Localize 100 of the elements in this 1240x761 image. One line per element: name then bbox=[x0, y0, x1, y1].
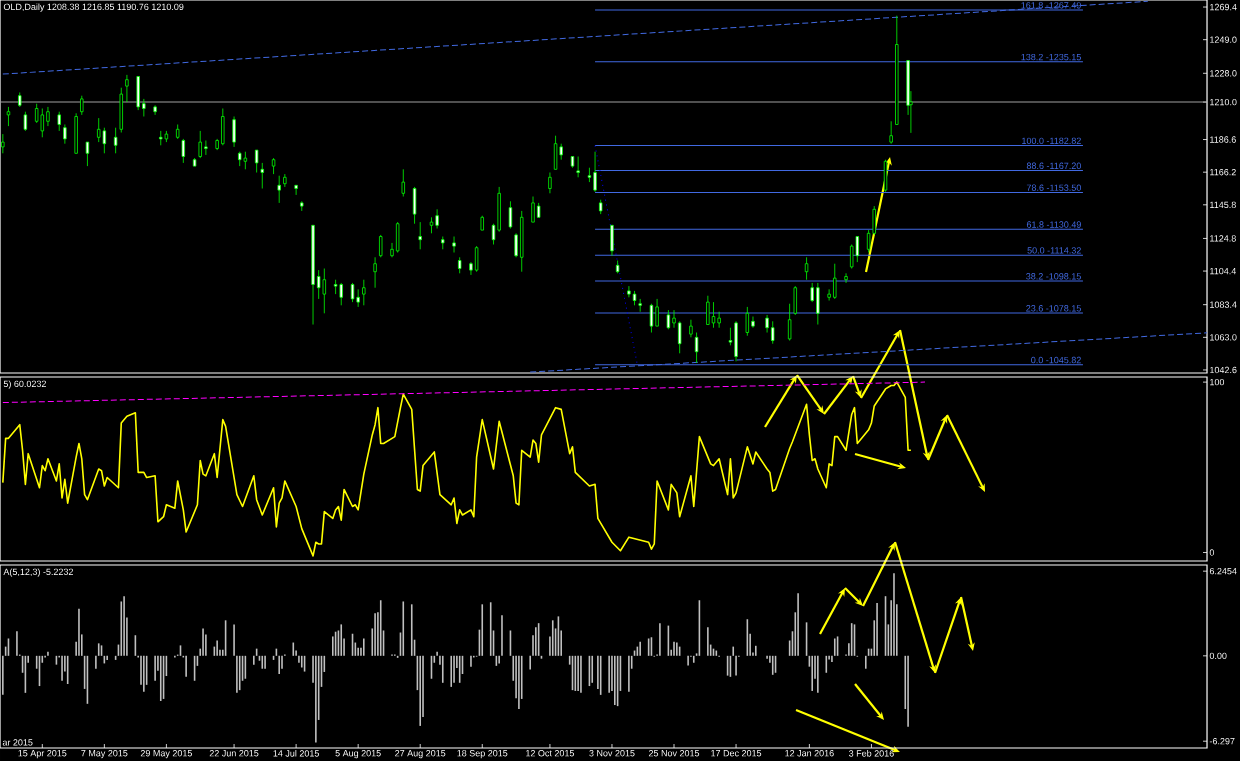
y-tick-label: 1228.0 bbox=[1210, 70, 1237, 77]
x-tick-label: 12 Oct 2015 bbox=[526, 750, 575, 757]
candlestick bbox=[23, 111, 28, 132]
x-tick-label: 27 Aug 2015 bbox=[395, 750, 446, 759]
candlestick bbox=[810, 282, 814, 303]
annotation: ar 2015 bbox=[2, 739, 33, 746]
y-tick-label: 0 bbox=[1209, 549, 1215, 556]
candlestick bbox=[649, 303, 654, 333]
x-tick-label: 12 Jan 2016 bbox=[785, 750, 834, 757]
series-label: 23.6 -1078.15 bbox=[1026, 305, 1081, 312]
series-label: 78.6 -1153.50 bbox=[1026, 184, 1081, 191]
candlestick bbox=[469, 261, 473, 276]
candlestick bbox=[57, 111, 61, 132]
candlestick bbox=[508, 200, 513, 229]
candlestick bbox=[787, 303, 792, 341]
candlestick bbox=[452, 236, 456, 253]
candlestick bbox=[593, 151, 597, 193]
series-label: 88.6 -1167.20 bbox=[1026, 162, 1081, 169]
x-tick-label: 25 Nov 2015 bbox=[648, 750, 700, 757]
y-tick-label: 1249.0 bbox=[1210, 36, 1237, 43]
chart-title: OLD,Daily 1208.38 1216.85 1190.76 1210.09 bbox=[3, 3, 184, 12]
candlestick bbox=[85, 141, 90, 167]
candlestick bbox=[198, 130, 202, 159]
x-tick-label: 22 Jun 2015 bbox=[209, 750, 259, 757]
candlestick bbox=[254, 149, 259, 173]
candlestick bbox=[827, 288, 831, 301]
candlestick bbox=[804, 256, 809, 281]
y-tick-label: 1083.4 bbox=[1210, 301, 1237, 308]
candlestick bbox=[531, 196, 535, 223]
candlestick bbox=[689, 319, 693, 338]
y-tick-label: 1210.0 bbox=[1210, 98, 1237, 106]
y-tick-label: 6.2454 bbox=[1209, 568, 1237, 575]
candlestick bbox=[706, 295, 710, 325]
candlestick bbox=[655, 298, 659, 327]
candlestick bbox=[833, 263, 837, 300]
y-tick-label: 1124.8 bbox=[1210, 235, 1236, 242]
y-tick-label: 1166.2 bbox=[1210, 169, 1236, 176]
y-tick-label: 100 bbox=[1210, 378, 1225, 386]
candlestick bbox=[694, 332, 699, 364]
candlestick bbox=[771, 320, 775, 345]
candlestick bbox=[6, 106, 11, 127]
x-tick-label: 7 May 2015 bbox=[81, 750, 128, 759]
candlestick bbox=[435, 208, 439, 229]
candlestick bbox=[418, 221, 422, 250]
candlestick bbox=[362, 279, 366, 306]
candlestick bbox=[260, 162, 264, 189]
candlestick bbox=[63, 124, 67, 145]
candlestick bbox=[113, 127, 118, 154]
x-tick-label: 18 Sep 2015 bbox=[457, 750, 508, 759]
candlestick bbox=[717, 311, 721, 329]
candlestick bbox=[390, 242, 394, 258]
candlestick bbox=[277, 175, 281, 204]
y-tick-label: 1104.4 bbox=[1210, 267, 1237, 275]
candlestick bbox=[587, 167, 592, 183]
candlestick bbox=[379, 234, 383, 258]
chart-title: A(5,12,3) -5.2232 bbox=[3, 568, 73, 577]
series-label: 138.2 -1235.15 bbox=[1021, 53, 1081, 61]
series-label: 100.0 -1182.82 bbox=[1022, 137, 1081, 144]
x-tick-label: 15 Apr 2015 bbox=[18, 750, 67, 759]
candlestick bbox=[401, 168, 405, 197]
x-tick-label: 29 May 2015 bbox=[140, 750, 193, 759]
series-label: 161.8 -1267.49 bbox=[1021, 2, 1081, 9]
x-tick-label: 5 Aug 2015 bbox=[335, 750, 381, 759]
x-tick-label: 14 Jul 2015 bbox=[273, 750, 320, 757]
line-series bbox=[2, 381, 912, 557]
x-tick-label: 3 Nov 2015 bbox=[589, 750, 635, 757]
series-label: 38.2 -1098.15 bbox=[1026, 273, 1081, 280]
candlestick bbox=[514, 232, 518, 258]
y-tick-label: 1145.8 bbox=[1210, 201, 1236, 209]
candlestick bbox=[181, 138, 186, 164]
y-tick-label: 1042.6 bbox=[1210, 366, 1237, 374]
candlestick bbox=[204, 140, 208, 156]
series-label: 61.8 -1130.49 bbox=[1026, 221, 1081, 228]
candlestick bbox=[294, 184, 298, 196]
candlestick bbox=[46, 106, 50, 127]
candlestick bbox=[765, 314, 769, 333]
candlestick bbox=[677, 320, 682, 354]
y-tick-label: 0.00 bbox=[1209, 652, 1227, 660]
candlestick bbox=[548, 172, 552, 194]
candlestick bbox=[350, 282, 355, 303]
y-tick-label: -6.297 bbox=[1209, 738, 1235, 745]
x-tick-label: 3 Feb 2016 bbox=[849, 750, 894, 757]
y-tick-label: 1186.6 bbox=[1210, 136, 1236, 143]
candlestick bbox=[576, 156, 580, 178]
series-label: 50.0 -1114.32 bbox=[1027, 247, 1081, 254]
candlestick bbox=[711, 301, 716, 329]
y-tick-label: 1063.0 bbox=[1210, 334, 1237, 341]
chart-title: 5) 60.0232 bbox=[3, 380, 46, 389]
candlestick bbox=[728, 327, 733, 346]
candlestick bbox=[153, 104, 157, 116]
candlestick bbox=[627, 285, 631, 298]
candlestick bbox=[889, 120, 893, 145]
candlestick bbox=[672, 309, 676, 329]
candlestick bbox=[751, 316, 755, 329]
candlestick bbox=[373, 256, 377, 289]
candlestick bbox=[125, 74, 129, 103]
candlestick bbox=[666, 309, 671, 330]
series-label: 0.0 -1045.82 bbox=[1031, 356, 1081, 364]
candlestick bbox=[80, 95, 84, 116]
x-tick-label: 17 Dec 2015 bbox=[711, 750, 762, 757]
